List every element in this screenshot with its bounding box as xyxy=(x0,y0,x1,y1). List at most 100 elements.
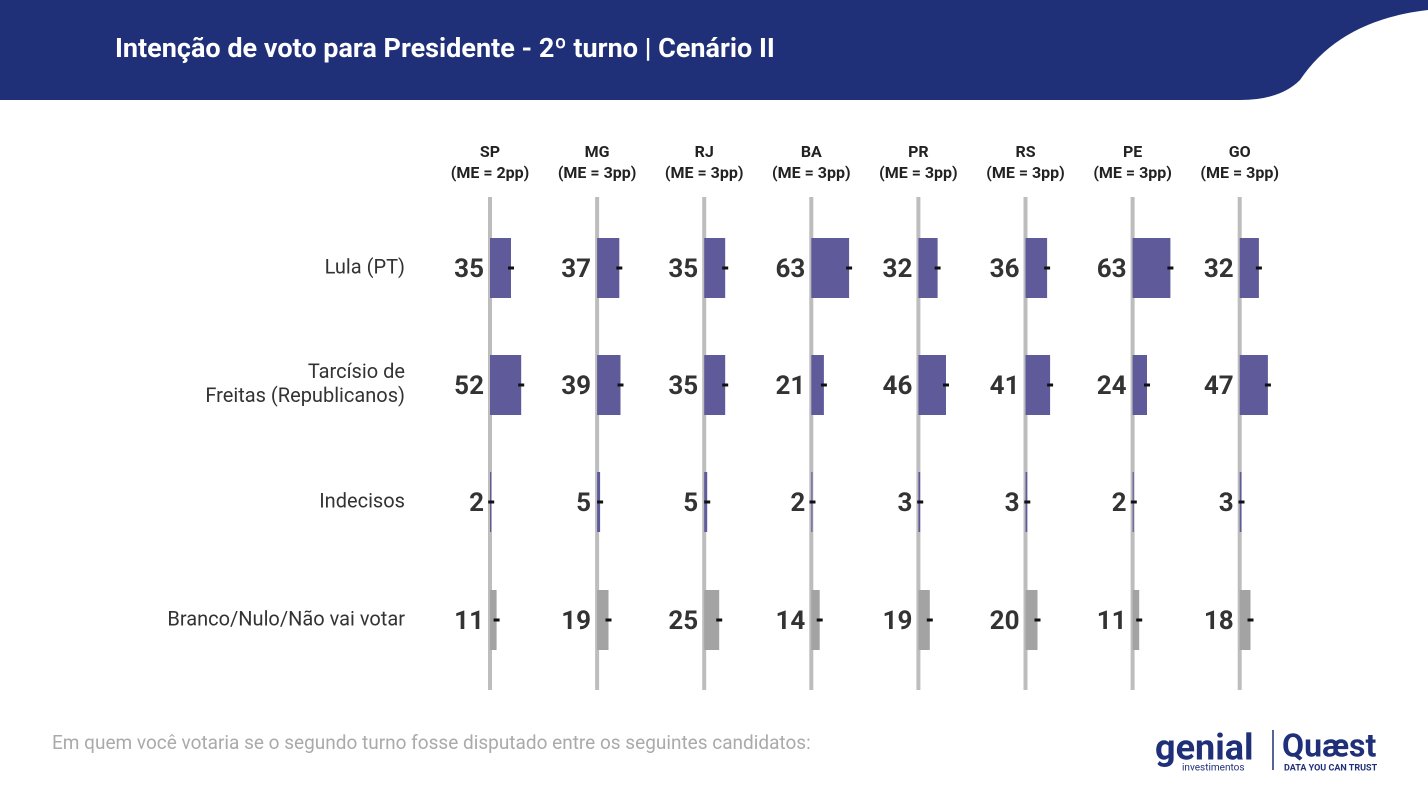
error-tick xyxy=(943,383,949,387)
panel-margin: (ME = 3pp) xyxy=(1200,163,1279,182)
bar xyxy=(597,355,621,415)
panel-title: RS xyxy=(1015,142,1035,161)
error-tick xyxy=(1136,618,1143,622)
panel-title: BA xyxy=(801,142,822,161)
bar xyxy=(918,355,946,415)
panel-margin: (ME = 3pp) xyxy=(879,163,958,182)
bar xyxy=(704,355,726,415)
error-tick xyxy=(1130,500,1137,504)
panel-margin: (ME = 2pp) xyxy=(451,163,530,182)
bar xyxy=(1239,590,1251,650)
value-label: 19 xyxy=(883,606,913,636)
value-label: 32 xyxy=(883,254,913,284)
error-tick xyxy=(1238,500,1245,504)
value-label: 19 xyxy=(561,606,591,636)
error-tick xyxy=(846,266,853,270)
bar xyxy=(1132,590,1140,650)
bar xyxy=(1239,355,1268,415)
error-tick xyxy=(704,500,711,504)
value-label: 25 xyxy=(668,606,698,636)
bar xyxy=(1132,238,1171,298)
panel-margin: (ME = 3pp) xyxy=(1093,163,1172,182)
error-tick xyxy=(1247,618,1254,622)
category-label: Tarcísio de Freitas (Republicanos) xyxy=(205,359,405,407)
error-tick xyxy=(722,383,729,387)
error-tick xyxy=(493,618,500,622)
value-label: 18 xyxy=(1204,606,1234,636)
bar xyxy=(811,590,820,650)
value-label: 37 xyxy=(561,254,591,284)
error-tick xyxy=(1044,266,1051,270)
error-tick xyxy=(722,266,729,270)
value-label: 35 xyxy=(668,371,698,401)
panel-title: SP xyxy=(480,142,500,161)
bar xyxy=(918,590,930,650)
value-label: 24 xyxy=(1097,371,1127,401)
value-label: 46 xyxy=(883,371,913,401)
value-label: 2 xyxy=(469,488,484,518)
panel-title: GO xyxy=(1229,142,1251,161)
value-label: 3 xyxy=(897,488,912,518)
logo-genial-sub: investimentos xyxy=(1182,763,1245,774)
category-label: Indecisos xyxy=(319,488,405,512)
bar xyxy=(597,590,609,650)
error-tick xyxy=(1047,383,1054,387)
value-label: 2 xyxy=(1112,488,1127,518)
error-tick xyxy=(809,500,816,504)
value-label: 21 xyxy=(775,371,805,401)
panel-title: RJ xyxy=(695,142,714,161)
error-tick xyxy=(518,383,525,387)
value-label: 2 xyxy=(790,488,805,518)
value-label: 35 xyxy=(454,254,484,284)
value-label: 52 xyxy=(454,371,484,401)
error-tick xyxy=(508,266,514,270)
bar xyxy=(1025,355,1051,415)
value-label: 35 xyxy=(668,254,698,284)
value-label: 41 xyxy=(990,371,1020,401)
panel-margin: (ME = 3pp) xyxy=(772,163,851,182)
bar xyxy=(918,238,938,298)
value-label: 3 xyxy=(1219,488,1234,518)
value-label: 36 xyxy=(990,254,1020,284)
value-label: 5 xyxy=(576,488,591,518)
chart-title: Intenção de voto para Presidente - 2º tu… xyxy=(115,32,775,64)
category-label: Branco/Nulo/Não vai votar xyxy=(167,606,405,630)
footnote: Em quem você votaria se o segundo turno … xyxy=(52,731,811,754)
error-tick xyxy=(716,618,723,622)
error-tick xyxy=(820,383,827,387)
logo-quaest: Quæst xyxy=(1282,726,1376,764)
error-tick xyxy=(617,383,624,387)
bar xyxy=(490,590,497,650)
error-tick xyxy=(605,618,612,622)
error-tick xyxy=(816,618,823,622)
error-tick xyxy=(1255,266,1262,270)
bar xyxy=(490,238,511,298)
panel-title: MG xyxy=(585,142,610,161)
bar xyxy=(1239,238,1259,298)
panel-margin: (ME = 3pp) xyxy=(665,163,744,182)
error-tick xyxy=(1167,266,1174,270)
value-label: 47 xyxy=(1204,371,1234,401)
panel-margin: (ME = 3pp) xyxy=(986,163,1065,182)
value-label: 11 xyxy=(1097,606,1127,636)
error-tick xyxy=(488,500,495,504)
bar xyxy=(704,590,720,650)
bar xyxy=(1025,238,1048,298)
value-label: 63 xyxy=(1097,254,1127,284)
bar xyxy=(704,238,726,298)
value-label: 11 xyxy=(454,606,484,636)
value-label: 20 xyxy=(990,606,1020,636)
panel-title: PE xyxy=(1123,142,1142,161)
error-tick xyxy=(926,618,933,622)
bar xyxy=(1025,590,1038,650)
value-label: 3 xyxy=(1005,488,1020,518)
value-label: 5 xyxy=(683,488,698,518)
error-tick xyxy=(1024,500,1031,504)
value-label: 14 xyxy=(775,606,805,636)
panel-title: PR xyxy=(908,142,929,161)
bar xyxy=(490,355,522,415)
bar xyxy=(811,355,824,415)
bar xyxy=(811,238,850,298)
bar xyxy=(597,238,620,298)
